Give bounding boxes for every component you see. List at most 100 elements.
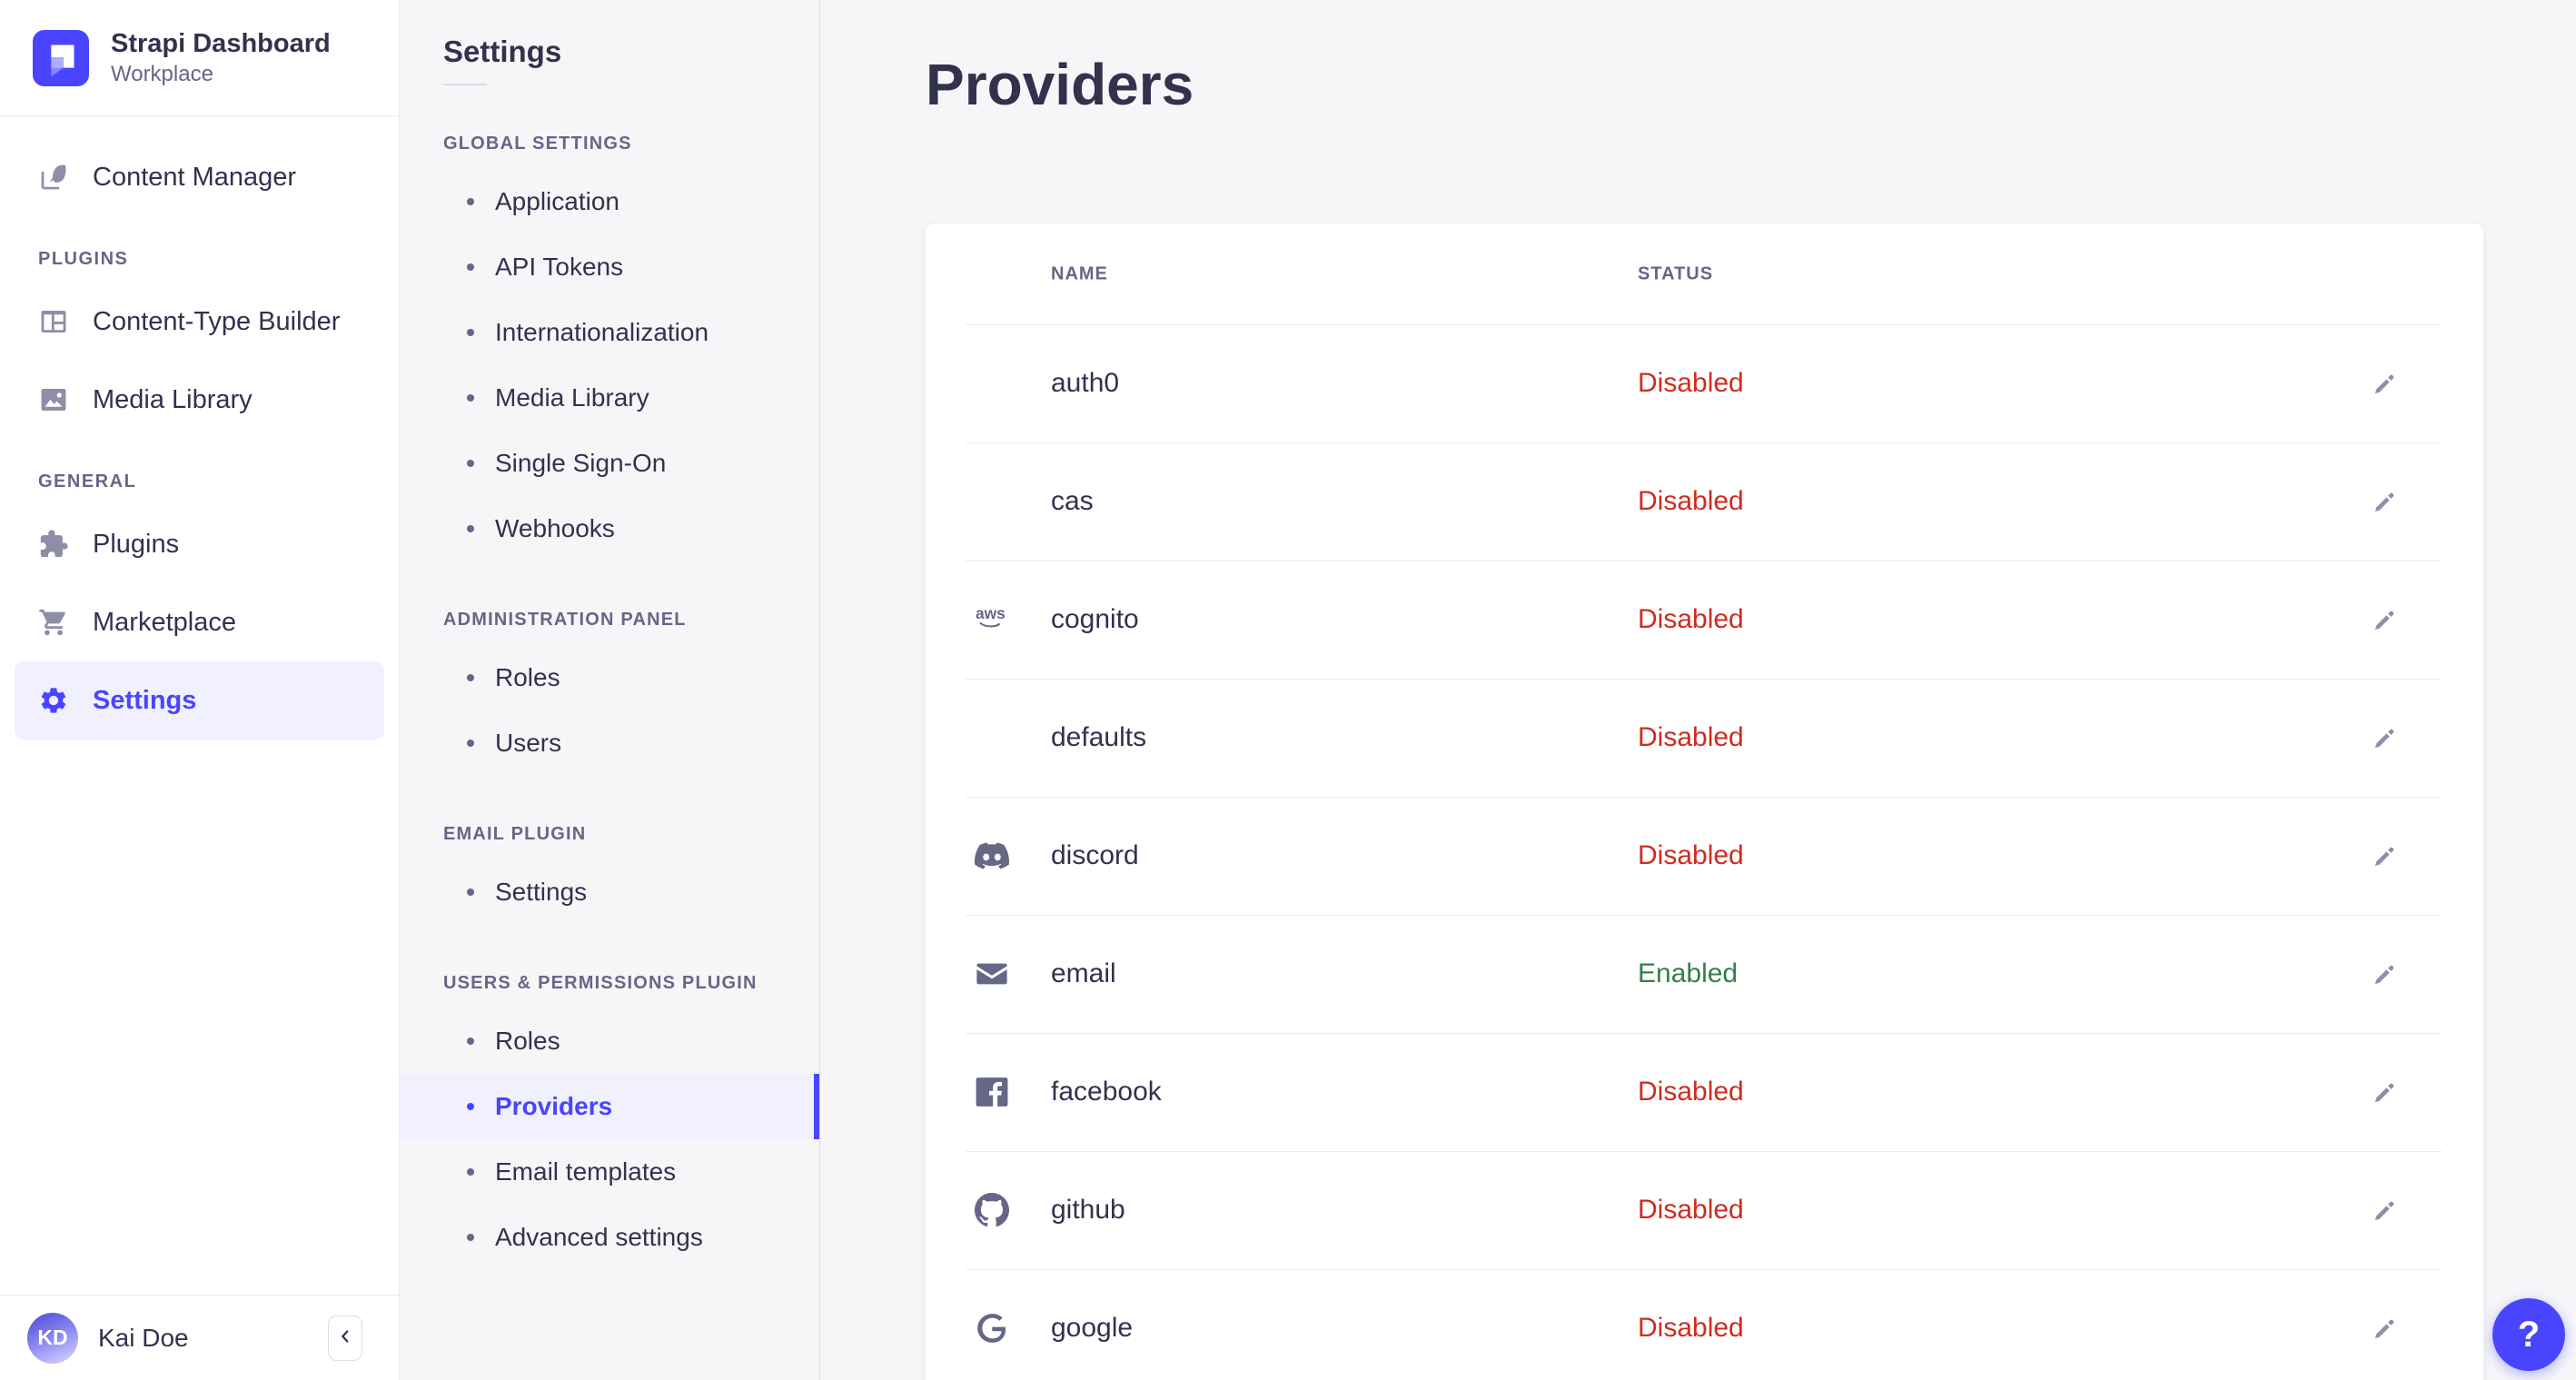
edit-provider-button[interactable]	[2363, 480, 2407, 523]
provider-status: Enabled	[1638, 958, 1739, 988]
workspace-switcher[interactable]: Strapi Dashboard Workplace	[0, 0, 399, 116]
sidebar-item-icon	[38, 685, 69, 716]
subnav-item[interactable]: Providers	[400, 1074, 819, 1139]
question-mark-icon: ?	[2517, 1314, 2541, 1355]
table-row: github Disabled	[926, 1151, 2483, 1269]
sidebar-item[interactable]: Media Library	[15, 361, 384, 439]
provider-icon	[975, 957, 1009, 991]
main-content: Providers NAME STATUS auth0 Disabled	[820, 0, 2576, 1380]
table-row: email Enabled	[926, 915, 2483, 1033]
subnav-item[interactable]: Internationalization	[400, 300, 819, 365]
subnav-item[interactable]: Email templates	[400, 1139, 819, 1205]
sidebar-item-label: Content-Type Builder	[93, 306, 341, 336]
item-bullet-icon	[467, 525, 474, 532]
table-row: defaults Disabled	[926, 679, 2483, 797]
provider-name: cognito	[1051, 604, 1139, 634]
edit-provider-button[interactable]	[2363, 1306, 2407, 1350]
table-row: aws cognito Disabled	[926, 561, 2483, 679]
subnav-section-label: EMAIL PLUGIN	[443, 824, 587, 844]
subnav-title: Settings	[443, 35, 562, 68]
sidebar-item-label: Marketplace	[93, 607, 236, 637]
edit-provider-button[interactable]	[2363, 1188, 2407, 1232]
subnav-section: EMAIL PLUGIN Settings	[400, 823, 819, 925]
avatar[interactable]: KD	[27, 1312, 78, 1364]
sidebar-item-icon	[38, 529, 69, 560]
subnav-item-label: Media Library	[495, 383, 649, 412]
subnav-item-label: Advanced settings	[495, 1223, 703, 1251]
subnav-item-label: Roles	[495, 1027, 560, 1055]
provider-icon	[975, 1193, 1009, 1227]
table-body: auth0 Disabled cas Disabled aws	[926, 324, 2483, 1380]
provider-name: defaults	[1051, 722, 1147, 752]
subnav-item[interactable]: API Tokens	[400, 234, 819, 300]
sidebar-item-label: Content Manager	[93, 162, 297, 192]
sidebar-item[interactable]: Marketplace	[15, 583, 384, 661]
subnav-section: ADMINISTRATION PANEL Roles Users	[400, 609, 819, 776]
subnav-item[interactable]: Application	[400, 169, 819, 234]
sidebar-item[interactable]: Content Manager	[15, 138, 384, 216]
svg-text:aws: aws	[976, 604, 1006, 622]
subnav-item[interactable]: Roles	[400, 1008, 819, 1074]
sidebar-item-icon	[38, 607, 69, 638]
subnav-title-divider	[443, 84, 487, 85]
provider-name: email	[1051, 958, 1116, 988]
nav-section: GENERAL Plugins Marketplace Settings	[15, 472, 384, 740]
provider-status: Disabled	[1638, 368, 1744, 398]
main-sidebar: Strapi Dashboard Workplace Content Manag…	[0, 0, 400, 1380]
subnav-item-label: Application	[495, 187, 619, 215]
table-row: cas Disabled	[926, 442, 2483, 561]
edit-provider-button[interactable]	[2363, 716, 2407, 759]
nav-items: Content-Type Builder Media Library	[15, 283, 384, 439]
provider-icon: aws	[975, 602, 1009, 637]
providers-table-card: NAME STATUS auth0 Disabled cas Disab	[926, 223, 2483, 1380]
edit-provider-button[interactable]	[2363, 1070, 2407, 1114]
subnav-item-label: Webhooks	[495, 514, 615, 542]
table-row: auth0 Disabled	[926, 324, 2483, 442]
provider-status: Disabled	[1638, 1077, 1744, 1107]
subnav-item-label: Providers	[495, 1092, 613, 1120]
subnav-item[interactable]: Media Library	[400, 365, 819, 431]
subnav-item[interactable]: Users	[400, 710, 819, 776]
edit-provider-button[interactable]	[2363, 598, 2407, 641]
user-row: KD Kai Doe	[0, 1295, 399, 1380]
subnav-item[interactable]: Roles	[400, 645, 819, 710]
sidebar-item[interactable]: Content-Type Builder	[15, 283, 384, 361]
pencil-icon	[2363, 487, 2407, 516]
edit-provider-button[interactable]	[2363, 834, 2407, 878]
page-title: Providers	[926, 52, 1194, 117]
edit-provider-button[interactable]	[2363, 362, 2407, 405]
subnav-item[interactable]: Single Sign-On	[400, 431, 819, 496]
provider-icon	[975, 366, 1009, 401]
provider-status: Disabled	[1638, 604, 1744, 634]
table-row: facebook Disabled	[926, 1033, 2483, 1151]
provider-status: Disabled	[1638, 1195, 1744, 1225]
item-bullet-icon	[467, 329, 474, 336]
table-header-row: NAME STATUS	[926, 223, 2483, 324]
provider-name: github	[1051, 1195, 1125, 1225]
help-button[interactable]: ?	[2492, 1298, 2565, 1371]
item-bullet-icon	[467, 198, 474, 205]
provider-icon	[975, 1311, 1009, 1345]
subnav-section-label: GLOBAL SETTINGS	[443, 134, 632, 154]
pencil-icon	[2363, 723, 2407, 752]
provider-name: auth0	[1051, 368, 1120, 398]
item-bullet-icon	[467, 674, 474, 681]
subnav-item-label: Email templates	[495, 1157, 677, 1186]
sidebar-item-label: Settings	[93, 685, 197, 715]
app-title: Strapi Dashboard	[111, 28, 331, 58]
collapse-sidebar-button[interactable]	[328, 1315, 362, 1361]
nav-section-label: GENERAL	[38, 472, 137, 491]
subnav-items: Roles Providers Email templates Advanced…	[400, 1008, 819, 1270]
sidebar-item[interactable]: Settings	[15, 661, 384, 740]
sidebar-item[interactable]: Plugins	[15, 505, 384, 583]
subnav-item[interactable]: Webhooks	[400, 496, 819, 561]
subnav-item[interactable]: Advanced settings	[400, 1205, 819, 1270]
provider-name: discord	[1051, 840, 1139, 870]
nav-section: PLUGINS Content-Type Builder Media Libra…	[15, 249, 384, 439]
pencil-icon	[2363, 1314, 2407, 1343]
edit-provider-button[interactable]	[2363, 952, 2407, 996]
table-row: discord Disabled	[926, 797, 2483, 915]
nav-items: Plugins Marketplace Settings	[15, 505, 384, 740]
subnav-item[interactable]: Settings	[400, 859, 819, 925]
chevron-left-icon	[335, 1326, 355, 1349]
